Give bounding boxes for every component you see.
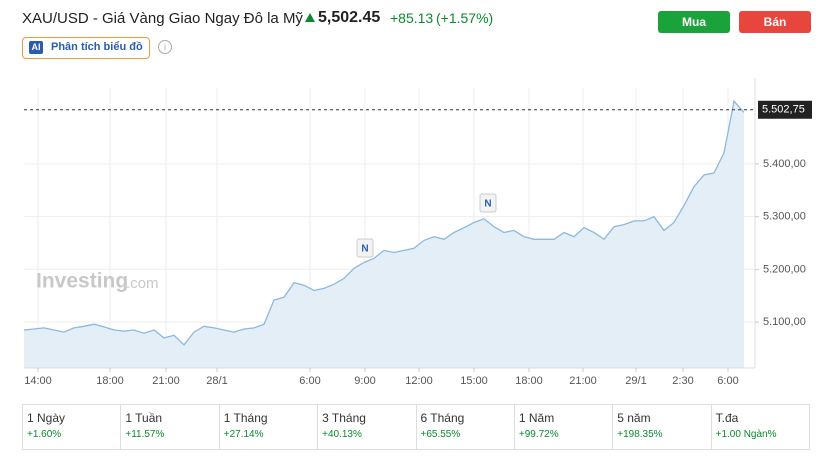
period-cell[interactable]: 6 Tháng +65.55% [415, 405, 514, 449]
period-change: +27.14% [223, 429, 264, 440]
x-tick-label: 9:00 [354, 375, 375, 387]
price-line [23, 99, 745, 346]
price-change-percent: (+1.57%) [436, 10, 494, 26]
ai-badge: AI [29, 41, 43, 54]
watermark-suffix: .com [126, 275, 159, 292]
buy-button[interactable]: Mua [658, 11, 730, 33]
x-tick-label: 12:00 [405, 375, 433, 387]
x-tick-label: 18:00 [96, 375, 124, 387]
period-cell[interactable]: 1 Năm +99.72% [513, 405, 612, 449]
period-cell[interactable]: 5 năm +198.35% [612, 405, 710, 449]
x-tick-label: 29/1 [625, 375, 646, 387]
period-label: 1 Tuần [125, 411, 163, 425]
ai-label: Phân tích biểu đồ [51, 41, 143, 53]
period-label: 3 Tháng [322, 411, 366, 425]
last-price-label: 5.502,75 [762, 104, 805, 116]
news-marker-label: N [361, 244, 368, 255]
x-tick-label: 18:00 [515, 375, 543, 387]
ai-analysis-button[interactable]: AI Phân tích biểu đồ [22, 37, 150, 59]
period-change: +99.72% [518, 429, 559, 440]
info-icon[interactable]: i [158, 40, 172, 54]
x-tick-label: 6:00 [717, 375, 738, 387]
period-change: +40.13% [322, 429, 362, 440]
up-arrow [305, 13, 315, 22]
period-change: +1.60% [27, 429, 62, 440]
price: 5,502.45 [318, 9, 381, 26]
period-cell[interactable]: 1 Ngày +1.60% [23, 405, 120, 449]
watermark: Investing [36, 270, 128, 293]
period-label: 5 năm [617, 411, 651, 425]
x-tick-label: 6:00 [299, 375, 320, 387]
y-tick-label: 5.400,00 [763, 158, 806, 170]
chart: 5.100,00 5.200,00 5.300,00 5.400,00 14:00 18:… [23, 78, 812, 387]
last-price-box [758, 100, 812, 119]
period-label: 1 Năm [518, 411, 555, 425]
period-change: +1.00 Ngàn% [715, 429, 777, 440]
period-cell[interactable]: 3 Tháng +40.13% [317, 405, 415, 449]
news-marker[interactable] [356, 238, 374, 258]
period-table: 1 Ngày +1.60% 1 Tuần +11.57% 1 Tháng +27.14% 3… [22, 404, 810, 450]
x-tick-label: 28/1 [206, 375, 227, 387]
price-change: +85.13 [390, 10, 434, 26]
period-label: 1 Ngày [27, 411, 66, 425]
x-tick-label: 21:00 [569, 375, 597, 387]
period-cell[interactable]: T.đa +1.00 Ngàn% [710, 405, 809, 449]
instrument-title: XAU/USD - Giá Vàng Giao Ngay Đô la Mỹ [22, 10, 303, 27]
news-marker-label: N [484, 199, 491, 210]
period-label: 1 Tháng [223, 411, 268, 425]
y-tick-label: 5.100,00 [763, 316, 806, 328]
y-tick-label: 5.300,00 [763, 211, 806, 223]
period-change: +198.35% [617, 429, 663, 440]
x-tick-label: 14:00 [24, 375, 52, 387]
period-change: +11.57% [125, 429, 165, 440]
period-cell[interactable]: 1 Tuần +11.57% [120, 405, 218, 449]
x-tick-label: 2:30 [672, 375, 693, 387]
area [24, 101, 744, 368]
period-cell[interactable]: 1 Tháng +27.14% [218, 405, 317, 449]
period-change: +65.55% [420, 429, 461, 440]
x-tick-label: 21:00 [152, 375, 180, 387]
x-tick-label: 15:00 [460, 375, 488, 387]
sell-button[interactable]: Bán [739, 11, 811, 33]
news-marker[interactable] [479, 193, 497, 213]
period-label: T.đa [715, 411, 739, 425]
plot: 5.100,00 5.200,00 5.300,00 5.400,00 14:00 18:… [23, 78, 812, 387]
y-tick-label: 5.200,00 [763, 263, 806, 275]
period-label: 6 Tháng [420, 411, 465, 425]
